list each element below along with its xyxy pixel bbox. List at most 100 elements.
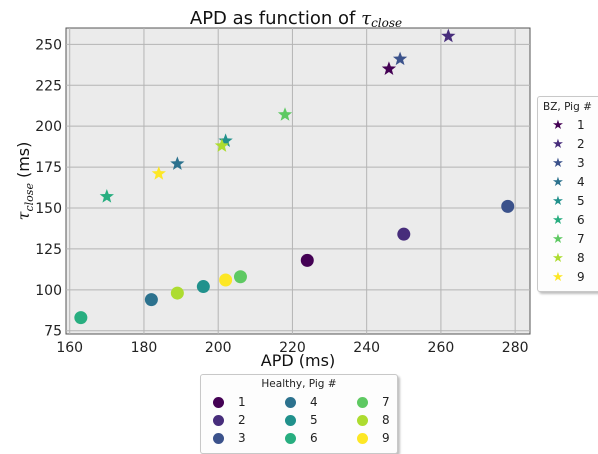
star-icon: ★ <box>552 155 564 171</box>
legend-bz-entry: ★ 4 <box>551 174 585 190</box>
legend-bz-title: BZ, Pig # <box>543 101 592 113</box>
legend-bz-label: 3 <box>577 156 585 170</box>
bz-star-point <box>151 166 166 180</box>
legend-bz-label: 6 <box>577 213 585 227</box>
y-tick-label: 200 <box>35 119 62 135</box>
star-icon: ★ <box>552 117 564 133</box>
x-axis-label: APD (ms) <box>261 351 335 370</box>
legend-healthy-label: 8 <box>382 413 390 427</box>
legend-bz-label: 7 <box>577 232 585 246</box>
healthy-circle-point <box>74 311 88 325</box>
bz-star-point <box>277 107 293 121</box>
legend-bz: BZ, Pig # ★ 1 ★ 2 ★ 3 ★ 4 ★ 5 ★ 6 ★ 7 ★ 8 ★ 9 <box>537 96 598 292</box>
legend-healthy-entry: 3 <box>211 430 246 446</box>
circle-icon <box>213 432 224 444</box>
chart-title-text: APD as function of <box>190 8 361 29</box>
x-tick-label: 200 <box>205 340 232 356</box>
legend-bz-entry: ★ 5 <box>551 193 585 209</box>
star-icon: ★ <box>552 174 564 190</box>
healthy-circle-point <box>144 293 158 307</box>
bz-star-point <box>214 138 230 152</box>
healthy-circle-point <box>397 227 411 241</box>
legend-bz-entry: ★ 3 <box>551 155 585 171</box>
y-tick-label: 175 <box>35 160 62 176</box>
x-tick-label: 260 <box>428 340 455 356</box>
legend-healthy-entry: 9 <box>355 430 390 446</box>
grid-lines <box>66 28 530 334</box>
legend-healthy-label: 5 <box>310 413 318 427</box>
legend-healthy-label: 2 <box>238 413 246 427</box>
legend-healthy-entry: 5 <box>283 412 318 428</box>
star-icon: ★ <box>552 250 564 266</box>
legend-healthy-label: 6 <box>310 431 318 445</box>
circle-icon <box>285 396 296 408</box>
y-tick-label: 150 <box>35 201 62 217</box>
legend-healthy-entry: 8 <box>355 412 390 428</box>
axis-ticks: 160 180 200 220 240 260 280 75 100 125 150 175 200 22… <box>35 37 528 356</box>
legend-healthy-entry: 6 <box>283 430 318 446</box>
legend-bz-label: 5 <box>577 194 585 208</box>
legend-bz-label: 4 <box>577 175 585 189</box>
plot-area <box>65 27 531 335</box>
legend-bz-label: 8 <box>577 251 585 265</box>
x-tick-label: 160 <box>56 340 83 356</box>
legend-bz-entry: ★ 9 <box>551 269 585 285</box>
healthy-circle-point <box>170 286 184 300</box>
y-tick-label: 125 <box>35 242 62 258</box>
circle-icon <box>285 414 296 426</box>
star-icon: ★ <box>552 269 564 285</box>
healthy-circle-point <box>196 280 210 294</box>
legend-healthy-entry: 1 <box>211 394 246 410</box>
chart-title: APD as function of τclose <box>190 8 402 30</box>
circle-icon <box>285 432 296 444</box>
y-axis-label: τclose (ms) <box>14 142 36 221</box>
legend-bz-label: 2 <box>577 137 585 151</box>
legend-healthy-label: 7 <box>382 395 390 409</box>
x-tick-label: 280 <box>502 340 529 356</box>
legend-healthy-entry: 7 <box>355 394 390 410</box>
legend-healthy-label: 1 <box>238 395 246 409</box>
star-icon: ★ <box>552 231 564 247</box>
bz-star-point <box>218 133 233 147</box>
circle-icon <box>357 396 368 408</box>
star-icon: ★ <box>552 212 564 228</box>
legend-healthy-label: 3 <box>238 431 246 445</box>
healthy-circle-point <box>233 270 247 284</box>
y-axis-label-unit: (ms) <box>14 142 33 178</box>
legend-healthy-label: 4 <box>310 395 318 409</box>
legend-bz-entry: ★ 2 <box>551 136 585 152</box>
chart-title-math: τ <box>361 8 372 29</box>
circle-icon <box>357 432 368 444</box>
legend-bz-entry: ★ 7 <box>551 231 585 247</box>
bz-star-point <box>99 189 114 203</box>
circle-icon <box>357 414 368 426</box>
legend-healthy-label: 9 <box>382 431 390 445</box>
y-axis-label-math-sub: close <box>23 183 36 212</box>
x-tick-label: 240 <box>353 340 380 356</box>
y-tick-label: 100 <box>35 283 62 299</box>
healthy-circle-point <box>219 273 233 287</box>
healthy-circle-point <box>501 199 515 213</box>
star-icon: ★ <box>552 193 564 209</box>
legend-healthy-entry: 2 <box>211 412 246 428</box>
legend-bz-entry: ★ 8 <box>551 250 585 266</box>
y-axis-label-math: τ <box>14 210 33 220</box>
bz-star-point <box>381 61 397 75</box>
legend-bz-entry: ★ 6 <box>551 212 585 228</box>
bz-star-point <box>392 51 408 66</box>
y-tick-label: 250 <box>35 37 62 53</box>
x-tick-label: 220 <box>279 340 306 356</box>
bz-star-point <box>170 156 185 170</box>
chart-title-math-sub: close <box>371 16 402 30</box>
legend-bz-label: 9 <box>577 270 585 284</box>
healthy-circle-point <box>300 253 314 267</box>
data-points <box>74 28 515 325</box>
star-icon: ★ <box>552 136 564 152</box>
y-tick-label: 225 <box>35 78 62 94</box>
x-tick-label: 180 <box>131 340 158 356</box>
legend-bz-entry: ★ 1 <box>551 117 584 133</box>
legend-healthy-entry: 4 <box>283 394 318 410</box>
bz-star-point <box>441 28 456 43</box>
legend-healthy-title: Healthy, Pig # <box>261 378 337 390</box>
